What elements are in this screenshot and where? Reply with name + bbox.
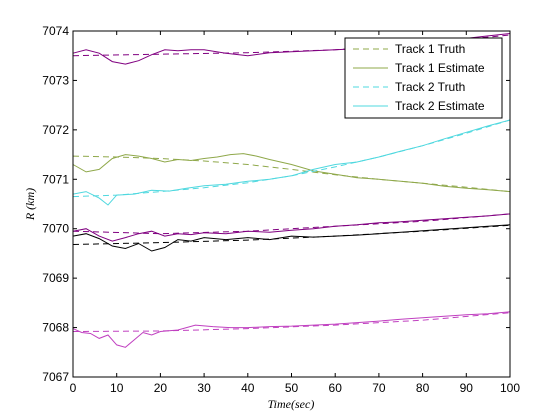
x-tick-label: 60 bbox=[329, 381, 343, 395]
x-tick-label: 10 bbox=[110, 381, 124, 395]
x-tick-label: 80 bbox=[416, 381, 430, 395]
x-tick-label: 20 bbox=[154, 381, 168, 395]
x-tick-label: 40 bbox=[241, 381, 255, 395]
y-tick-label: 7068 bbox=[42, 321, 69, 335]
x-tick-label: 30 bbox=[197, 381, 211, 395]
y-tick-label: 7070 bbox=[42, 222, 69, 236]
x-tick-label: 90 bbox=[460, 381, 474, 395]
legend-label-track-1-truth: Track 1 Truth bbox=[395, 42, 465, 56]
x-tick-label: 100 bbox=[500, 381, 520, 395]
legend: Track 1 Truth Track 1 Estimate Track 2 Tru… bbox=[345, 38, 502, 118]
y-tick-label: 7067 bbox=[42, 370, 69, 384]
legend-label-track-2-estimate: Track 2 Estimate bbox=[395, 99, 485, 113]
x-tick-label: 0 bbox=[70, 381, 77, 395]
legend-label-track-1-estimate: Track 1 Estimate bbox=[395, 61, 485, 75]
legend-label-track-2-truth: Track 2 Truth bbox=[395, 80, 465, 94]
y-tick-label: 7073 bbox=[42, 73, 69, 87]
y-tick-label: 7069 bbox=[42, 271, 69, 285]
x-tick-label: 70 bbox=[372, 381, 386, 395]
y-axis-label: R (km) bbox=[23, 188, 37, 221]
x-axis-label: Time(sec) bbox=[268, 397, 315, 411]
y-tick-label: 7071 bbox=[42, 172, 69, 186]
x-tick-label: 50 bbox=[285, 381, 299, 395]
y-tick-label: 7074 bbox=[42, 24, 69, 38]
y-tick-label: 7072 bbox=[42, 123, 69, 137]
